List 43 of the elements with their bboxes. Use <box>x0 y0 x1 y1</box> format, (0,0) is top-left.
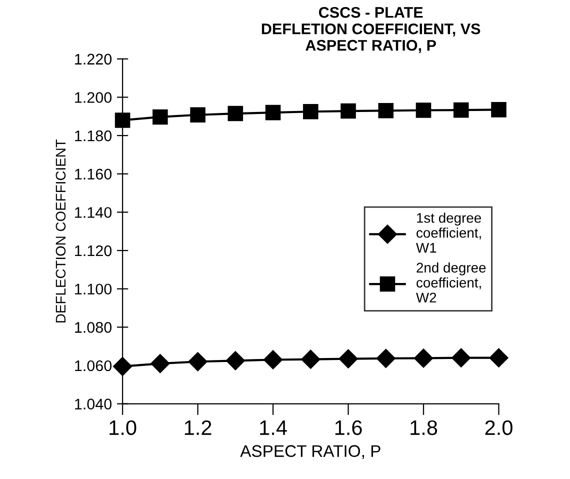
point <box>338 349 358 368</box>
legend-label: 1st degree coefficient, W1 <box>416 212 481 253</box>
point <box>150 354 170 374</box>
x-tick-label: 1.8 <box>410 420 438 436</box>
y-tick-label: 1.220 <box>75 54 112 65</box>
x-tick-label: 1.4 <box>260 420 287 435</box>
point <box>414 348 434 368</box>
y-tick-label: 1.200 <box>75 92 112 103</box>
point <box>265 104 281 120</box>
point <box>340 103 356 119</box>
chart-title: CSCS - PLATE DEFLETION COEFFICIENT, VS ASPECT RATIO, P <box>262 7 480 53</box>
point <box>376 348 396 368</box>
y-tick-label: 1.160 <box>75 168 112 180</box>
point <box>301 350 320 369</box>
point <box>453 102 469 118</box>
point <box>303 104 318 120</box>
y-tick-label: 1.180 <box>75 130 112 142</box>
x-tick-label: 2.0 <box>485 420 512 436</box>
y-tick-label: 1.140 <box>75 207 112 218</box>
point <box>452 348 471 368</box>
x-tick-label: 1.0 <box>110 420 136 436</box>
point <box>188 352 208 372</box>
point <box>489 348 508 368</box>
point <box>114 112 130 128</box>
point <box>263 350 283 370</box>
y-tick-label: 1.120 <box>75 245 112 256</box>
point <box>152 109 168 125</box>
point <box>228 106 244 122</box>
y-axis-title: DEFLECTION COEFFICIENT <box>56 139 66 322</box>
x-tick-label: 1.6 <box>335 420 362 436</box>
point <box>491 102 506 118</box>
x-axis-title: ASPECT RATIO, P <box>240 445 380 459</box>
legend-label: 2nd degree coefficient, W2 <box>416 262 486 302</box>
point <box>378 103 394 118</box>
y-tick-label: 1.100 <box>75 284 112 295</box>
point <box>416 102 432 118</box>
point <box>226 351 245 370</box>
y-tick-label: 1.060 <box>75 360 112 372</box>
point <box>113 356 132 376</box>
y-tick-label: 1.080 <box>75 322 112 333</box>
point <box>190 107 206 123</box>
x-tick-label: 1.2 <box>184 420 212 435</box>
y-tick-label: 1.040 <box>75 398 112 410</box>
